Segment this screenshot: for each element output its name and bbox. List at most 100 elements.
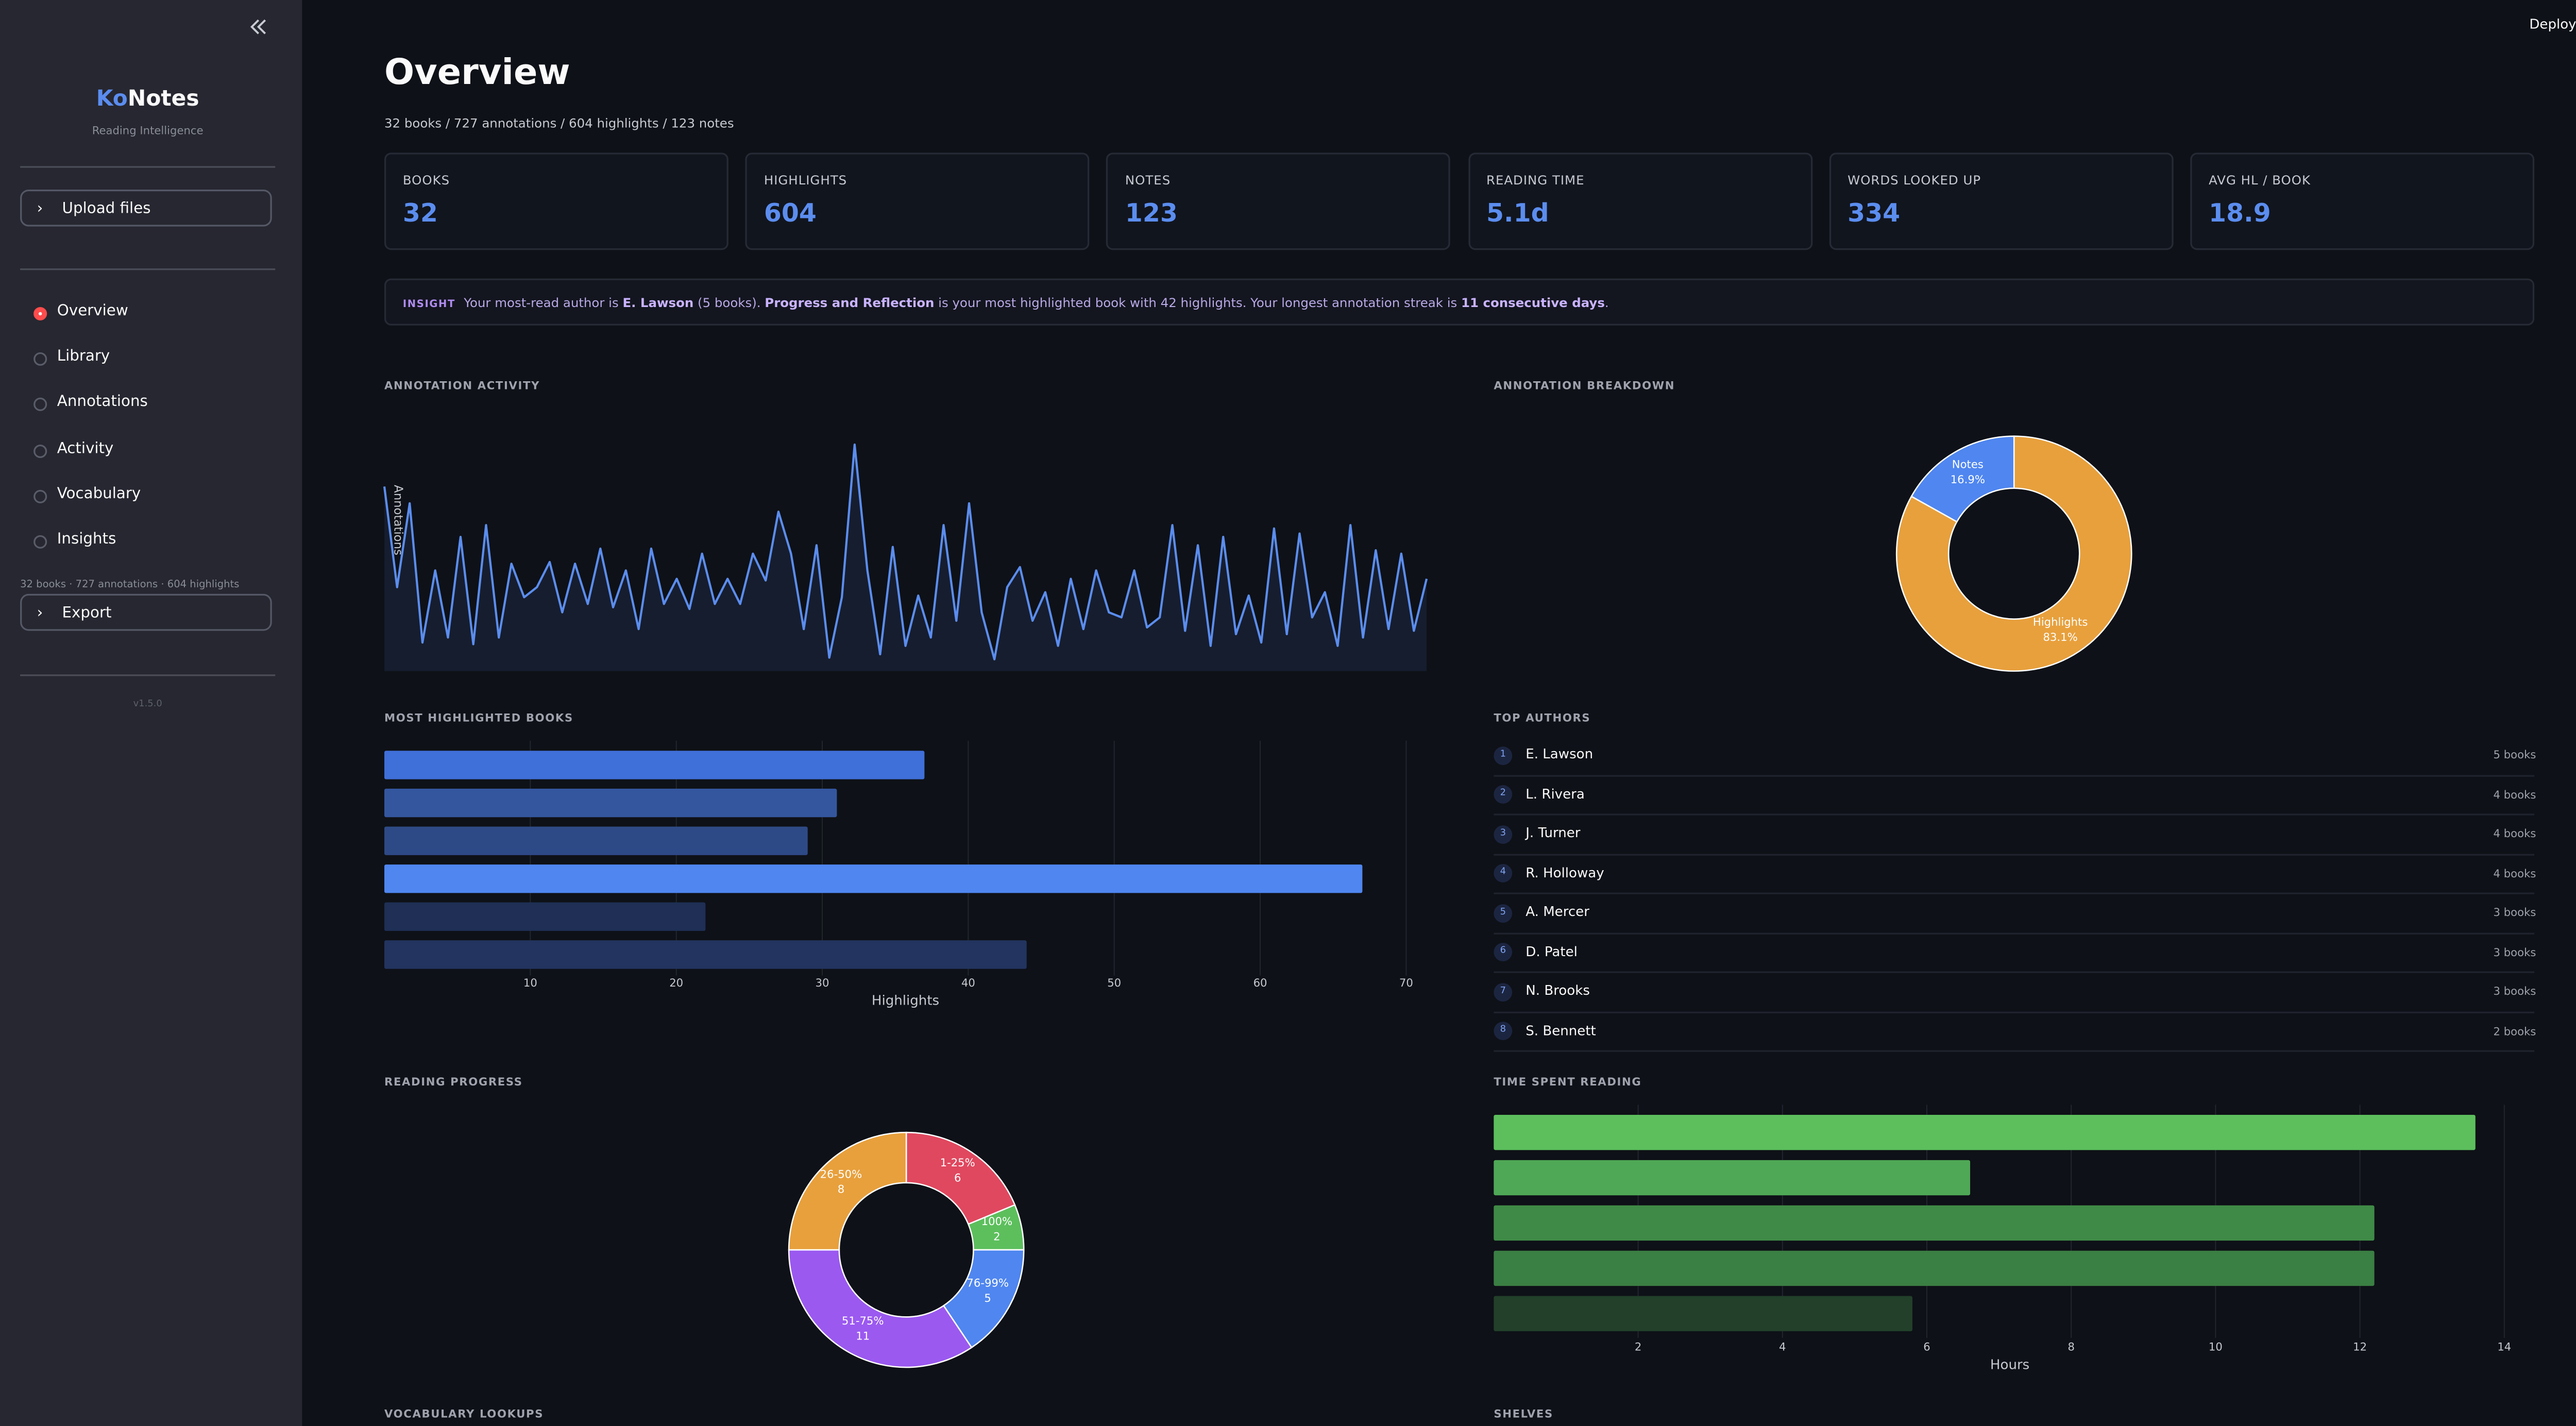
slice-label: 76-99% xyxy=(967,1277,1009,1289)
slice-value: 6 xyxy=(954,1171,961,1184)
nav-radio[interactable] xyxy=(33,398,47,412)
section-title: ANNOTATION BREAKDOWN xyxy=(1494,379,1675,393)
x-tick-label: 40 xyxy=(961,976,975,989)
author-count: 4 books xyxy=(2493,866,2536,880)
nav-radio[interactable] xyxy=(33,352,47,366)
section-title: TOP AUTHORS xyxy=(1494,711,1591,725)
author-count: 4 books xyxy=(2493,787,2536,801)
metric-value: 123 xyxy=(1125,198,1178,228)
upload-button[interactable]: Upload files › xyxy=(20,189,272,227)
metric-card: READING TIME 5.1d xyxy=(1468,152,1812,250)
nav-item[interactable]: Activity xyxy=(57,440,114,457)
bar xyxy=(384,902,706,931)
metric-label: READING TIME xyxy=(1486,173,1585,188)
bar xyxy=(1494,1205,2375,1241)
divider xyxy=(20,268,276,270)
author-name: N. Brooks xyxy=(1526,983,1590,998)
divider xyxy=(20,166,276,168)
nav-item[interactable]: Overview xyxy=(57,303,128,320)
section-title: VOCABULARY LOOKUPS xyxy=(384,1407,544,1421)
metric-card: HIGHLIGHTS 604 xyxy=(745,152,1090,250)
metric-label: HIGHLIGHTS xyxy=(764,173,848,188)
nav-radio[interactable] xyxy=(33,489,47,503)
slice-value: 5 xyxy=(984,1292,991,1304)
slice-value: 11 xyxy=(856,1329,870,1342)
author-count: 3 books xyxy=(2493,906,2536,920)
nav-item[interactable]: Vocabulary xyxy=(57,486,141,503)
insight-text: . xyxy=(1604,295,1609,311)
metric-label: AVG HL / BOOK xyxy=(2209,173,2311,188)
author-name: E. Lawson xyxy=(1526,746,1594,762)
insight-text: (5 books). xyxy=(693,295,765,311)
line-area xyxy=(384,444,1427,671)
author-name: R. Holloway xyxy=(1526,864,1604,880)
export-button[interactable]: Export › xyxy=(20,593,272,631)
x-tick-label: 30 xyxy=(816,976,829,989)
author-count: 3 books xyxy=(2493,984,2536,998)
sidebar: KoNotes Reading Intelligence Upload files ›… xyxy=(0,0,302,1426)
author-name: L. Rivera xyxy=(1526,786,1585,801)
x-tick-label: 4 xyxy=(1779,1340,1786,1353)
metric-card: NOTES 123 xyxy=(1107,152,1451,250)
author-count: 3 books xyxy=(2493,945,2536,959)
rank-badge: 2 xyxy=(1494,785,1513,804)
author-name: A. Mercer xyxy=(1526,904,1589,920)
nav-item[interactable]: Annotations xyxy=(57,395,148,412)
x-tick-label: 10 xyxy=(2209,1340,2223,1353)
nav-radio[interactable] xyxy=(33,535,47,549)
bar xyxy=(1494,1250,2375,1286)
x-tick-label: 14 xyxy=(2497,1340,2511,1353)
metric-value: 604 xyxy=(764,198,817,228)
nav-item[interactable]: Library xyxy=(57,349,110,366)
deploy-button[interactable]: Deploy xyxy=(2529,16,2576,32)
nav-item[interactable]: Insights xyxy=(57,532,116,549)
chevron: › xyxy=(37,201,43,218)
metric-label: NOTES xyxy=(1125,173,1171,188)
rank-badge: 7 xyxy=(1494,982,1513,1001)
pie-slice xyxy=(788,1249,973,1368)
metric-value: 32 xyxy=(402,198,438,228)
divider xyxy=(20,674,276,676)
section-title: TIME SPENT READING xyxy=(1494,1075,1642,1089)
x-tick-label: 70 xyxy=(1399,976,1413,989)
author-name: D. Patel xyxy=(1526,943,1578,959)
bar xyxy=(1494,1160,1971,1196)
x-tick-label: 12 xyxy=(2353,1340,2367,1353)
metric-card: WORDS LOOKED UP 334 xyxy=(1829,152,2174,250)
pie-slice xyxy=(1910,435,2015,523)
pie-slice xyxy=(1895,435,2132,672)
insight-text: is your most highlighted book with 42 hi… xyxy=(934,295,1461,311)
chevron: › xyxy=(37,605,43,623)
insight-text: Progress and Reflection xyxy=(765,295,935,311)
rank-badge: 6 xyxy=(1494,943,1513,961)
metric-value: 334 xyxy=(1848,198,1901,228)
bar xyxy=(384,788,837,818)
author-count: 2 books xyxy=(2493,1024,2536,1038)
bar xyxy=(384,826,808,855)
subtitle: Reading Intelligence xyxy=(92,124,204,138)
bar xyxy=(384,940,1027,969)
slice-value: 8 xyxy=(838,1183,844,1196)
rank-badge: 8 xyxy=(1494,1022,1513,1041)
collapse-button[interactable] xyxy=(248,17,268,37)
row-divider xyxy=(1494,971,2535,973)
rank-badge: 3 xyxy=(1494,824,1513,843)
x-tick-label: 8 xyxy=(2067,1340,2074,1353)
x-tick-label: 10 xyxy=(523,976,537,989)
slice-label: 100% xyxy=(981,1215,1012,1228)
rank-badge: 1 xyxy=(1494,745,1513,765)
nav-radio[interactable] xyxy=(33,307,47,320)
slice-label: 1-25% xyxy=(940,1156,975,1169)
row-divider xyxy=(1494,774,2535,776)
slice-value: 16.9% xyxy=(1951,473,1985,486)
logo-notes: Notes xyxy=(127,87,199,113)
nav-radio[interactable] xyxy=(33,444,47,457)
section-title: ANNOTATION ACTIVITY xyxy=(384,379,540,393)
slice-label: 51-75% xyxy=(842,1314,884,1327)
slice-label: 26-50% xyxy=(820,1167,862,1180)
author-count: 5 books xyxy=(2493,748,2536,762)
bar xyxy=(384,751,925,779)
logo-ko: Ko xyxy=(96,87,128,113)
slice-label: Highlights xyxy=(2033,616,2088,629)
